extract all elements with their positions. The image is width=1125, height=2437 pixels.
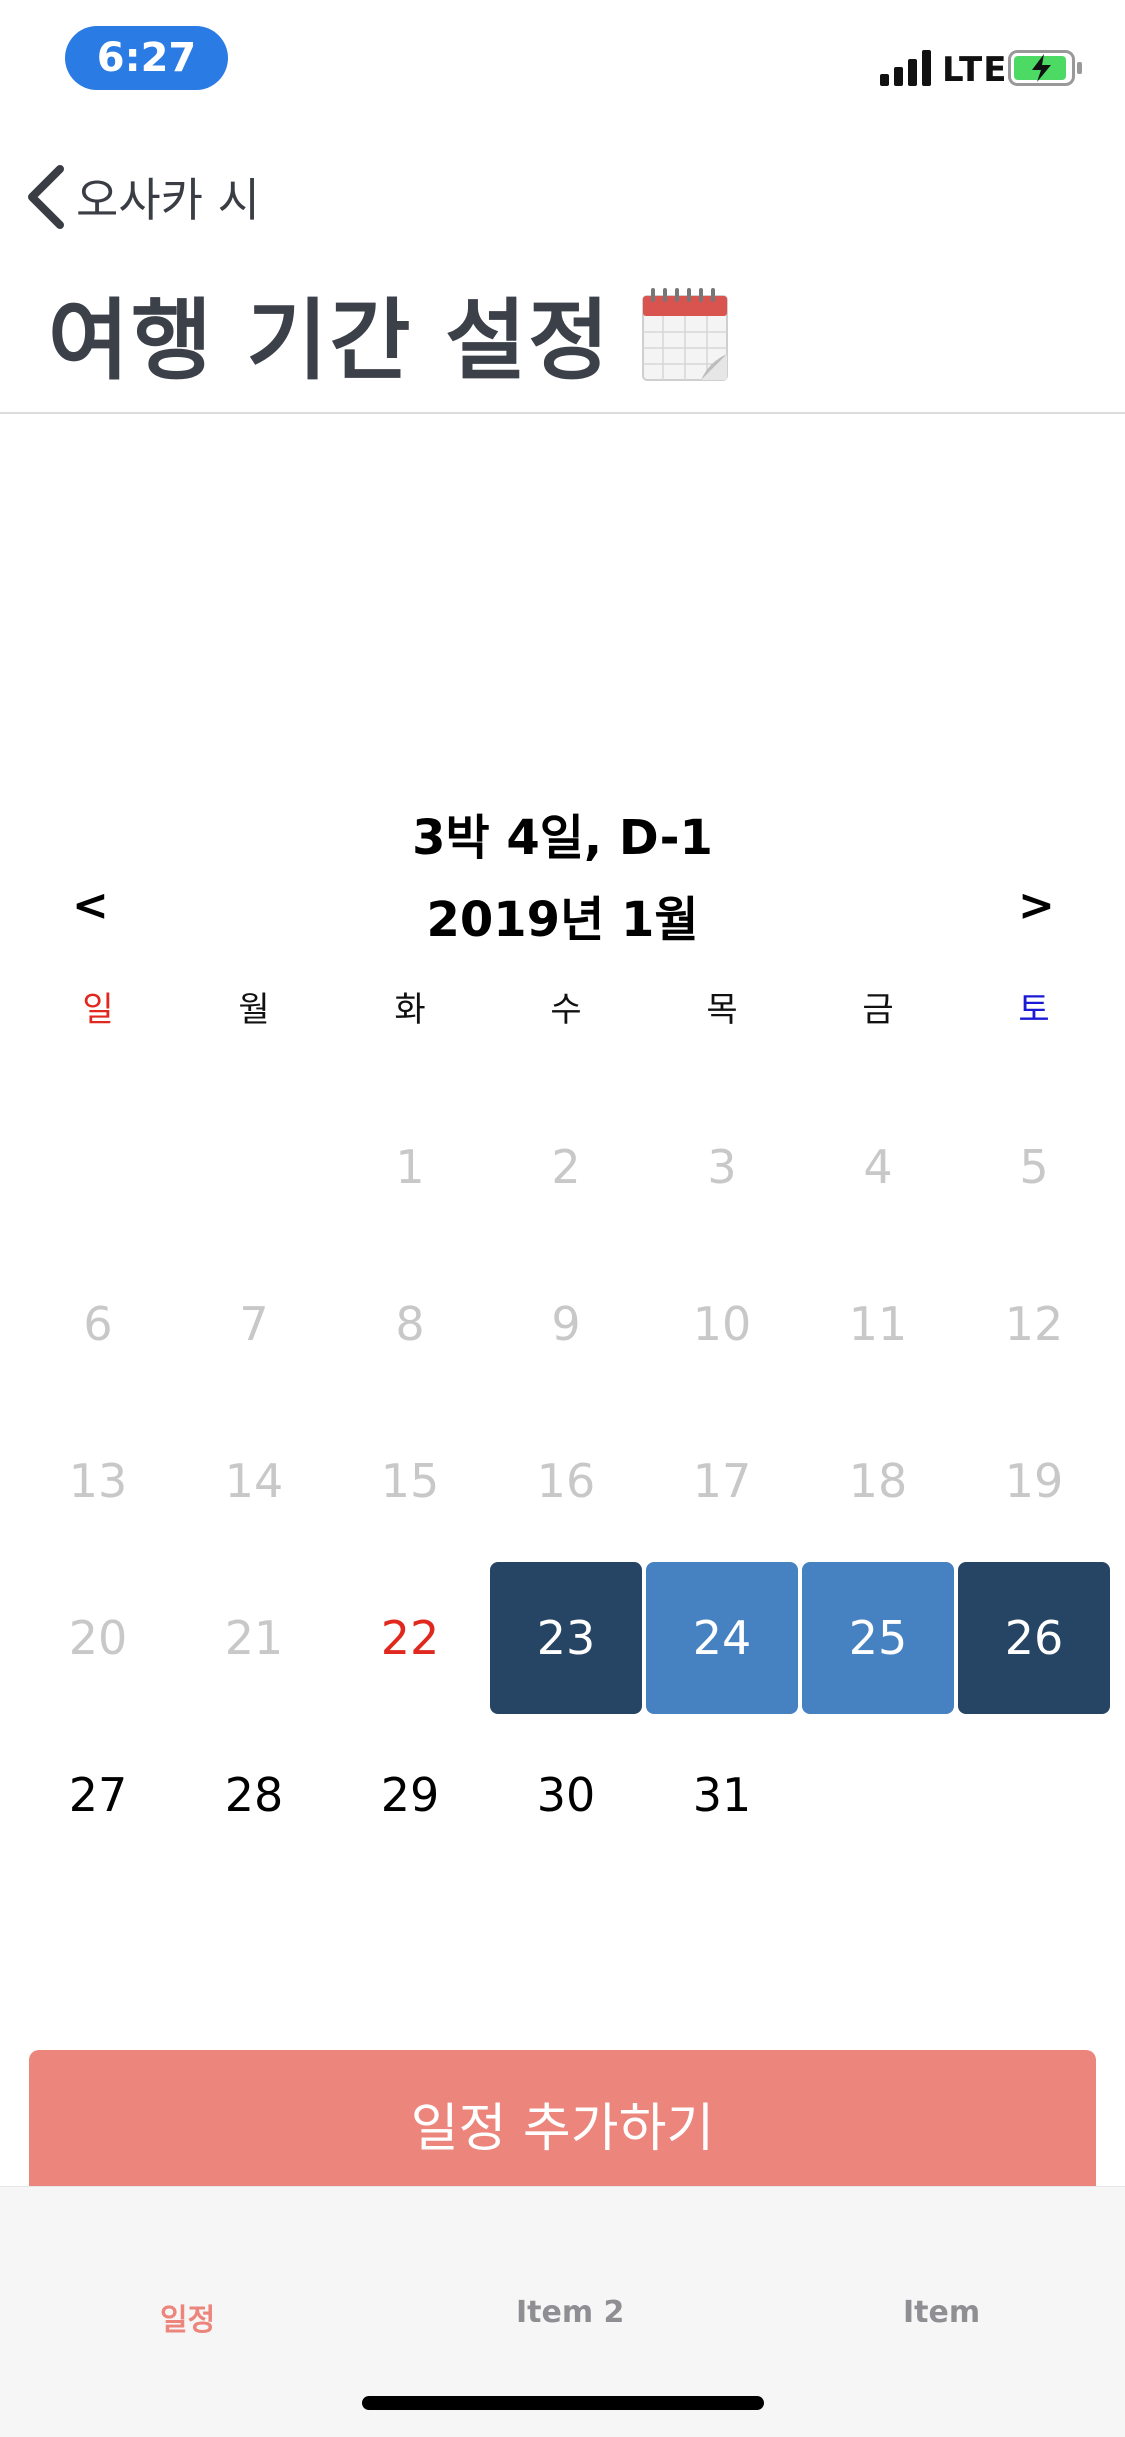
- calendar-day: 9: [551, 1297, 581, 1351]
- calendar-day[interactable]: 28: [224, 1768, 284, 1822]
- back-label: 오사카 시: [76, 173, 260, 227]
- calendar-day-range-end[interactable]: 26: [958, 1562, 1110, 1714]
- calendar-day: 2: [551, 1140, 581, 1194]
- add-schedule-button[interactable]: 일정 추가하기: [29, 2050, 1096, 2196]
- calendar-day: 14: [224, 1454, 284, 1508]
- calendar-week: 20 21 22 23 24 25 26: [20, 1562, 1112, 1719]
- signal-icon: [880, 50, 931, 86]
- calendar-day: 8: [395, 1297, 425, 1351]
- calendar-day: 16: [536, 1454, 596, 1508]
- calendar-day: 19: [1004, 1454, 1064, 1508]
- weekday-fri: 금: [862, 990, 894, 1030]
- calendar-icon: [642, 287, 729, 381]
- calendar-day[interactable]: 27: [68, 1768, 128, 1822]
- calendar-day-in-range[interactable]: 25: [802, 1562, 954, 1714]
- home-indicator[interactable]: [362, 2396, 764, 2410]
- calendar-day-range-start[interactable]: 23: [490, 1562, 642, 1714]
- network-type-label: LTE: [942, 50, 1008, 90]
- next-month-button[interactable]: >: [1018, 880, 1055, 931]
- weekday-mon: 월: [238, 990, 270, 1030]
- calendar-day: 20: [68, 1611, 128, 1665]
- calendar-grid: 일 월 화 수 목 금 토 1 2 3 4 5 6 7 8 9 10 11 12…: [20, 975, 1112, 1876]
- trip-summary: 3박 4일, D-1: [412, 810, 713, 866]
- calendar-week: 13 14 15 16 17 18 19: [20, 1405, 1112, 1562]
- tab-item-2[interactable]: Item 2: [516, 2295, 625, 2330]
- calendar-day[interactable]: 31: [692, 1768, 752, 1822]
- header-divider: [0, 412, 1125, 414]
- weekday-wed: 수: [550, 990, 582, 1030]
- calendar-day: 7: [239, 1297, 269, 1351]
- weekday-tue: 화: [394, 990, 426, 1030]
- weekday-header: 일 월 화 수 목 금 토: [20, 975, 1112, 1045]
- calendar-day: 21: [224, 1611, 284, 1665]
- calendar-day: 12: [1004, 1297, 1064, 1351]
- tab-bar: 일정 Item 2 Item: [0, 2186, 1125, 2437]
- calendar-day: 18: [848, 1454, 908, 1508]
- status-time: 6:27: [65, 26, 228, 90]
- calendar-day: 11: [848, 1297, 908, 1351]
- tab-schedule[interactable]: 일정: [160, 2303, 216, 2338]
- calendar-day: 13: [68, 1454, 128, 1508]
- calendar-day: 1: [395, 1140, 425, 1194]
- calendar-day: 17: [692, 1454, 752, 1508]
- weekday-sat: 토: [1018, 990, 1050, 1030]
- calendar-day: 10: [692, 1297, 752, 1351]
- back-button[interactable]: 오사카 시: [22, 162, 260, 232]
- month-navigation: 2019년 1월 < >: [0, 880, 1125, 948]
- calendar-week: 6 7 8 9 10 11 12: [20, 1248, 1112, 1405]
- calendar-day-today: 22: [380, 1611, 440, 1665]
- calendar-day: 6: [83, 1297, 113, 1351]
- calendar-week: 1 2 3 4 5: [20, 1091, 1112, 1248]
- weekday-sun: 일: [82, 990, 114, 1030]
- calendar-day[interactable]: 29: [380, 1768, 440, 1822]
- calendar-day: 5: [1019, 1140, 1049, 1194]
- prev-month-button[interactable]: <: [72, 880, 109, 931]
- chevron-left-icon: [28, 165, 64, 229]
- weekday-thu: 목: [706, 990, 738, 1030]
- calendar-day[interactable]: 30: [536, 1768, 596, 1822]
- month-title: 2019년 1월: [426, 892, 699, 948]
- calendar-week: 27 28 29 30 31: [20, 1719, 1112, 1876]
- page-title-row: 여행 기간 설정: [48, 270, 729, 397]
- tab-item[interactable]: Item: [903, 2295, 981, 2330]
- calendar-day: 15: [380, 1454, 440, 1508]
- calendar-day: 4: [863, 1140, 893, 1194]
- calendar-day: 3: [707, 1140, 737, 1194]
- calendar-day-in-range[interactable]: 24: [646, 1562, 798, 1714]
- page-title: 여행 기간 설정: [48, 289, 612, 392]
- battery-charging-icon: [1008, 50, 1082, 86]
